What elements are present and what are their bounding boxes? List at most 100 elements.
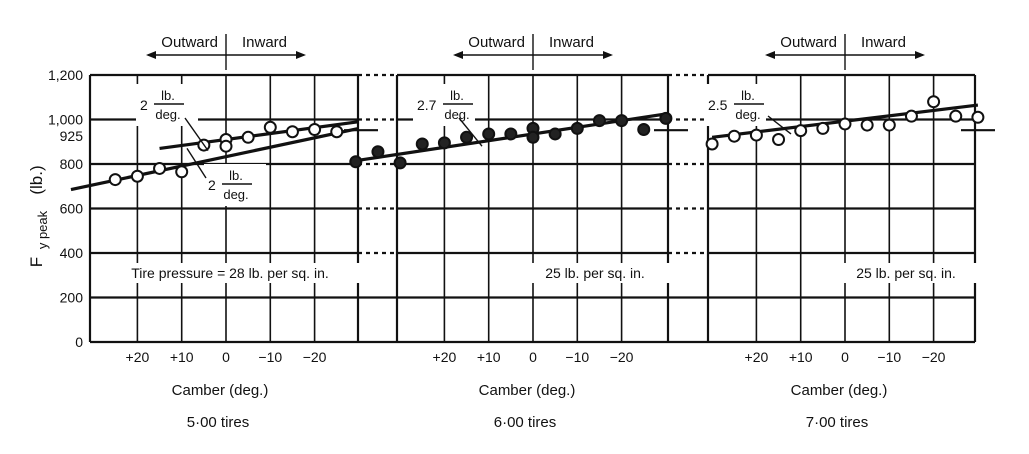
data-point (130, 169, 144, 183)
slope-annotation-bg (136, 84, 198, 126)
panel-3: +20 +10 0 −10 −20 Outward Inward 25 lb. per sq.… (704, 34, 995, 431)
data-point (330, 125, 344, 139)
x-tick-label: −20 (610, 349, 634, 365)
x-tick-label: −10 (565, 349, 589, 365)
slope-leader-line (458, 117, 483, 147)
data-point (175, 165, 189, 179)
y-tick-label: 0 (75, 334, 83, 350)
x-tick-label: +10 (170, 349, 194, 365)
slope-leader-line (767, 115, 792, 135)
y-tick-label: 925 (60, 128, 84, 144)
y-tick-label: 200 (60, 290, 84, 306)
x-axis-label: Camber (deg.) (172, 382, 269, 399)
arrow-left-icon (453, 51, 463, 59)
direction-outward-label: Outward (161, 34, 218, 51)
data-point (949, 109, 963, 123)
data-point (592, 114, 606, 128)
slope-coefficient: 2.7 (417, 97, 437, 113)
direction-outward-label: Outward (468, 34, 525, 51)
y-axis-label-subscript: y peak (35, 210, 50, 249)
slope-coefficient: 2 (140, 97, 148, 113)
x-tick-label: −10 (877, 349, 901, 365)
panel-2: +20 +10 0 −10 −20 Outward Inward 25 lb. per sq.… (349, 34, 688, 431)
arrow-left-icon (765, 51, 775, 59)
slope-annotation-bg (204, 164, 266, 206)
slope-denominator: deg. (735, 107, 760, 122)
slope-annotation: 2.5 lb. deg. (704, 84, 792, 135)
pressure-label: 25 lb. per sq. in. (545, 265, 645, 281)
panels: +20 +10 0 −10 −20 Outward Inward Tire pressure … (70, 34, 995, 431)
data-point (349, 155, 363, 169)
data-point (393, 156, 407, 170)
x-tick-label: −20 (303, 349, 327, 365)
x-tick-label: −20 (922, 349, 946, 365)
arrow-right-icon (296, 51, 306, 59)
data-point (794, 124, 808, 138)
y-axis-label-main: F (27, 257, 46, 267)
data-point (838, 117, 852, 131)
y-axis-label-unit: (lb.) (27, 165, 46, 194)
panel-1: +20 +10 0 −10 −20 Outward Inward Tire pressure … (70, 34, 378, 431)
data-point (971, 110, 985, 124)
pressure-label: Tire pressure = 28 lb. per sq. in. (131, 265, 329, 281)
data-point (615, 114, 629, 128)
x-axis-label: Camber (deg.) (479, 382, 576, 399)
arrow-left-icon (146, 51, 156, 59)
slope-coefficient: 2 (208, 177, 216, 193)
data-point (927, 95, 941, 109)
x-tick-label: 0 (529, 349, 537, 365)
y-axis-label: F y peak (lb.) (27, 165, 50, 267)
data-point (371, 145, 385, 159)
x-tick-label: +20 (126, 349, 150, 365)
pressure-label: 25 lb. per sq. in. (856, 265, 956, 281)
data-point (108, 173, 122, 187)
x-tick-label: +10 (789, 349, 813, 365)
data-point (460, 130, 474, 144)
data-point (285, 125, 299, 139)
pressure-label-bg (520, 263, 670, 283)
data-point (504, 127, 518, 141)
direction-outward-label: Outward (780, 34, 837, 51)
pressure-label-bg (100, 263, 360, 283)
slope-annotation-bg (413, 84, 475, 126)
slope-denominator: deg. (223, 187, 248, 202)
data-point (772, 133, 786, 147)
slope-annotation: 2.7 lb. deg. (413, 84, 483, 147)
data-point (241, 130, 255, 144)
data-point (882, 118, 896, 132)
slope-annotation-bg (704, 84, 766, 126)
direction-inward-label: Inward (242, 34, 287, 51)
x-tick-label: 0 (841, 349, 849, 365)
slope-numerator: lb. (741, 88, 755, 103)
y-tick-label: 600 (60, 201, 84, 217)
data-point (570, 121, 584, 135)
tire-label: 5·00 tires (187, 414, 250, 431)
slope-leader-line (186, 148, 207, 179)
direction-inward-label: Inward (861, 34, 906, 51)
data-point (437, 136, 451, 150)
x-tick-label: +20 (433, 349, 457, 365)
slope-denominator: deg. (155, 107, 180, 122)
slope-coefficient: 2.5 (708, 97, 728, 113)
slope-numerator: lb. (450, 88, 464, 103)
y-tick-label: 1,200 (48, 67, 83, 83)
x-tick-label: −10 (258, 349, 282, 365)
data-point (637, 123, 651, 137)
data-point (415, 137, 429, 151)
pressure-label-bg (831, 263, 981, 283)
slope-denominator: deg. (444, 107, 469, 122)
data-point (659, 111, 673, 125)
direction-inward-label: Inward (549, 34, 594, 51)
x-tick-label: +10 (477, 349, 501, 365)
slope-leader-line (184, 117, 209, 152)
tire-label: 6·00 tires (494, 414, 557, 431)
data-point (263, 120, 277, 134)
slope-annotation: 2 lb. deg. (136, 84, 209, 152)
data-point (904, 109, 918, 123)
y-tick-label: 1,000 (48, 112, 83, 128)
x-tick-label: 0 (222, 349, 230, 365)
data-point (727, 129, 741, 143)
data-point (482, 127, 496, 141)
